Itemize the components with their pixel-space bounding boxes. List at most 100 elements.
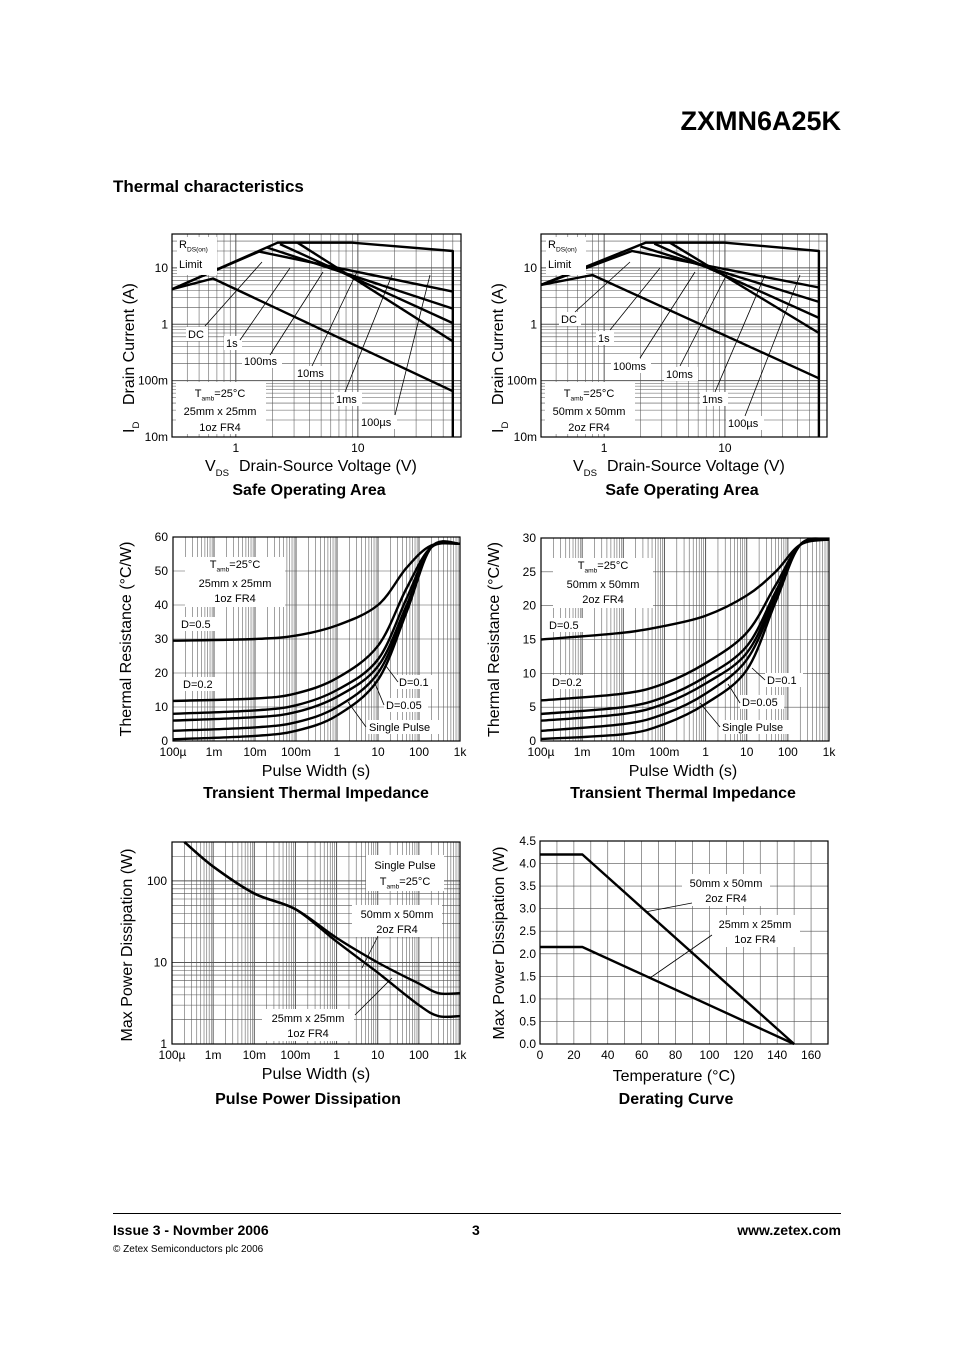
x-tick-label: 10 <box>371 1048 385 1062</box>
leader-line <box>239 267 291 341</box>
y-tick-label: 5 <box>529 700 536 714</box>
y-tick-label: 4.0 <box>519 857 536 871</box>
y-tick-label: 0 <box>161 734 168 748</box>
label-box <box>550 675 588 689</box>
y-tick-label: 20 <box>155 666 169 680</box>
label-box <box>367 720 439 734</box>
condition-copper: 1oz FR4 <box>199 422 241 434</box>
leader-line <box>699 702 721 728</box>
rds-limit-label: Limit <box>179 259 202 271</box>
rds-label-box <box>546 237 586 275</box>
y-axis-label: Drain Current (A) <box>121 283 138 405</box>
ms1-label: 1ms <box>702 394 723 406</box>
y-tick-label: 100m <box>138 374 168 388</box>
condition-box <box>545 382 635 434</box>
x-axis-symbol: VDS <box>205 458 229 479</box>
y-tick-label: 10 <box>154 955 168 969</box>
ms100-label: 100ms <box>244 356 278 368</box>
rds-limit-label: Limit <box>548 259 571 271</box>
y-tick-label: 1.0 <box>519 992 536 1006</box>
leader-line <box>574 261 631 313</box>
board-small-copper: 1oz FR4 <box>734 934 776 946</box>
label-box <box>295 366 329 380</box>
condition-box <box>366 855 444 891</box>
plot-frame <box>172 536 461 742</box>
y-axis-label: Thermal Resistance (°C/W) <box>118 542 135 737</box>
x-tick-label: 100 <box>699 1048 719 1062</box>
d05-label: D=0.5 <box>181 619 211 631</box>
leader-line <box>751 667 766 681</box>
y-axis-label: Max Power Dissipation (W) <box>491 847 508 1040</box>
soa-curve <box>171 277 454 393</box>
condition-label: Tamb=25°C <box>564 388 615 402</box>
x-tick-label: 1m <box>206 745 223 759</box>
d02-label: D=0.2 <box>183 679 213 691</box>
footer-page-number: 3 <box>472 1222 480 1238</box>
y-tick-label: 0.5 <box>519 1014 536 1028</box>
y-tick-label: 10 <box>155 261 169 275</box>
leader-line <box>344 274 393 393</box>
condition-label: Tamb=25°C <box>380 876 431 890</box>
chart-title: Safe Operating Area <box>605 482 758 499</box>
y-tick-label: 10 <box>524 261 538 275</box>
label-box <box>179 617 217 631</box>
label-box <box>242 354 282 368</box>
label-box <box>181 677 219 691</box>
y-tick-label: 10 <box>155 700 169 714</box>
plot-frame <box>540 233 828 438</box>
board-small-label: 25mm x 25mm <box>272 1013 345 1025</box>
x-tick-label: 100µ <box>528 745 555 759</box>
label-box <box>352 905 442 937</box>
soa-curve <box>540 241 821 437</box>
x-axis-label: Temperature (°C) <box>613 1068 736 1085</box>
plot-frame <box>539 840 829 1045</box>
label-box <box>726 416 764 430</box>
x-tick-label: 10 <box>351 441 365 455</box>
d01-label: D=0.1 <box>767 675 797 687</box>
label-box <box>664 367 698 381</box>
x-tick-label: 1 <box>333 1048 340 1062</box>
x-tick-label: 100µ <box>159 1048 186 1062</box>
leader-line <box>679 271 729 367</box>
plot-frame <box>171 233 462 438</box>
board-big-label: 50mm x 50mm <box>690 878 763 890</box>
chart-tti_1: Tamb=25°C 25mm x 25mm 1oz FR4 D=0.5 D=0.2 D=0… <box>118 530 467 802</box>
y-tick-label: 60 <box>155 530 169 544</box>
y-axis-label: Thermal Resistance (°C/W) <box>486 542 503 737</box>
board-big-label: 50mm x 50mm <box>361 909 434 921</box>
soa-curve <box>279 243 454 325</box>
d01-label: D=0.1 <box>399 677 429 689</box>
x-tick-label: 1 <box>334 745 341 759</box>
x-tick-label: 100m <box>281 745 311 759</box>
footer-rule <box>113 1213 841 1214</box>
label-box <box>559 312 581 326</box>
condition-copper: 1oz FR4 <box>214 593 256 605</box>
label-box <box>224 336 242 350</box>
board-big-copper: 2oz FR4 <box>376 924 418 936</box>
derating-curve <box>540 853 795 1045</box>
impedance-curve <box>540 537 830 741</box>
s1-label: 1s <box>598 333 610 345</box>
x-tick-label: 160 <box>801 1048 821 1062</box>
y-tick-label: 40 <box>155 598 169 612</box>
y-axis-symbol: ID <box>490 422 511 433</box>
x-tick-label: 100 <box>409 745 429 759</box>
x-tick-label: 100m <box>280 1048 310 1062</box>
x-tick-label: 1k <box>823 745 837 759</box>
d05-label: D=0.5 <box>549 620 579 632</box>
x-axis-label: Drain-Source Voltage (V) <box>607 458 785 475</box>
condition-copper: 2oz FR4 <box>568 422 610 434</box>
leader-line <box>385 665 399 683</box>
impedance-curve <box>172 542 461 642</box>
s1-label: 1s <box>226 338 238 350</box>
chart-tti_2: Tamb=25°C 50mm x 50mm 2oz FR4 D=0.5 D=0.2 D=0… <box>486 531 836 802</box>
label-box <box>397 675 435 689</box>
condition-copper: 2oz FR4 <box>582 594 624 606</box>
single-pulse-label: Single Pulse <box>722 722 783 734</box>
condition-board: 50mm x 50mm <box>567 579 640 591</box>
rds-label: RDS(on) <box>548 239 577 253</box>
x-tick-label: 60 <box>635 1048 649 1062</box>
label-box <box>359 415 397 429</box>
ms1-label: 1ms <box>336 394 357 406</box>
